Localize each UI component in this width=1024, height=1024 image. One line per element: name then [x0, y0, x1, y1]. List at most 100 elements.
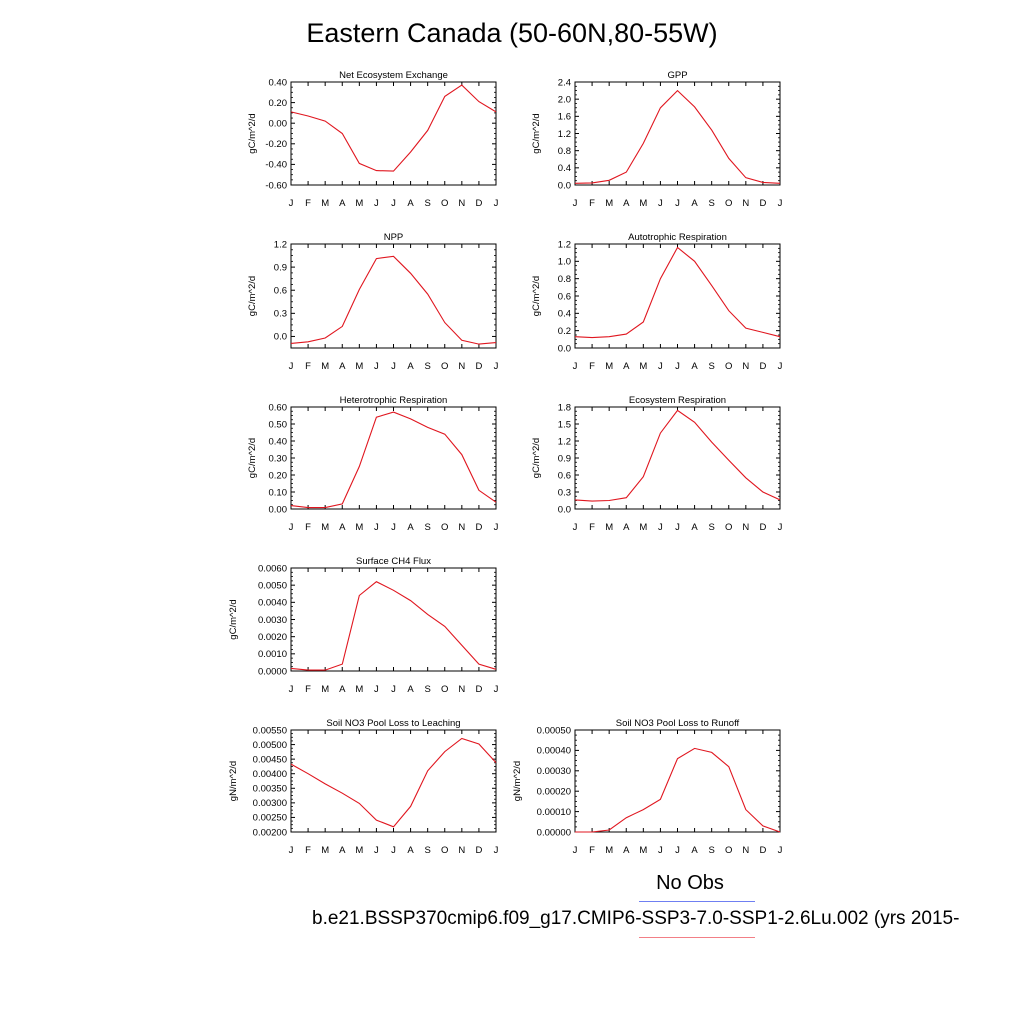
- y-tick-label: 0.20: [269, 98, 288, 109]
- panel-title: Soil NO3 Pool Loss to Runoff: [616, 718, 740, 729]
- y-tick-label: 0.10: [269, 487, 288, 498]
- chart-panel-0: Net Ecosystem Exchange gC/m^2/d 0.40 0.20 0.…: [247, 70, 499, 209]
- y-tick-label: 0.6: [274, 286, 287, 297]
- x-tick-label: D: [759, 198, 766, 209]
- y-tick-label: 0.00200: [253, 827, 287, 838]
- y-tick-label: 0.8: [558, 146, 571, 157]
- x-tick-label: J: [675, 361, 680, 372]
- y-tick-label: 2.0: [558, 94, 571, 105]
- y-tick-label: 0.2: [558, 326, 571, 337]
- x-tick-label: A: [339, 684, 346, 695]
- y-tick-label: 0.00550: [253, 725, 287, 736]
- x-tick-label: A: [339, 361, 346, 372]
- series-line: [290, 84, 497, 172]
- chart-panel-5: Ecosystem Respiration gC/m^2/d 1.8 1.5 1.2 0.…: [531, 395, 783, 533]
- series-line: [574, 89, 781, 184]
- x-tick-label: J: [778, 845, 783, 856]
- x-tick-label: J: [658, 845, 663, 856]
- y-tick-label: 0.60: [269, 402, 288, 413]
- x-tick-label: A: [339, 522, 346, 533]
- series-line: [575, 747, 781, 833]
- x-tick-label: D: [475, 361, 482, 372]
- x-tick-label: J: [289, 522, 294, 533]
- x-tick-label: J: [494, 198, 499, 209]
- y-tick-label: 0.00050: [537, 725, 571, 736]
- x-tick-label: O: [725, 198, 732, 209]
- x-tick-label: J: [778, 198, 783, 209]
- x-tick-label: D: [759, 361, 766, 372]
- x-tick-label: N: [458, 684, 465, 695]
- x-tick-label: N: [458, 522, 465, 533]
- x-tick-label: M: [355, 522, 363, 533]
- y-tick-label: 0.9: [274, 262, 287, 273]
- x-tick-label: J: [658, 361, 663, 372]
- plot-frame: [574, 729, 781, 833]
- y-tick-label: 0.0: [558, 504, 571, 515]
- x-tick-label: F: [305, 198, 311, 209]
- legend-model-line: [639, 937, 755, 938]
- x-tick-label: J: [374, 198, 379, 209]
- plot-frame: [574, 243, 781, 349]
- plot-frame: [290, 406, 497, 510]
- y-tick-label: 0.20: [269, 470, 288, 481]
- x-tick-label: D: [759, 845, 766, 856]
- x-tick-label: N: [458, 361, 465, 372]
- x-tick-label: M: [321, 522, 329, 533]
- x-tick-label: J: [778, 361, 783, 372]
- x-tick-label: A: [407, 361, 414, 372]
- y-tick-label: 0.00000: [537, 827, 571, 838]
- y-tick-label: 0.00010: [537, 807, 571, 818]
- y-tick-label: 0.00020: [537, 787, 571, 798]
- x-tick-label: M: [321, 845, 329, 856]
- x-tick-label: J: [658, 198, 663, 209]
- y-axis-label: gC/m^2/d: [531, 113, 542, 153]
- chart-panel-3: Autotrophic Respiration gC/m^2/d 1.2 1.0 0.8…: [531, 232, 783, 372]
- y-tick-label: 0.50: [269, 419, 288, 430]
- x-tick-label: J: [494, 684, 499, 695]
- plot-frame: [290, 567, 497, 672]
- x-tick-label: J: [391, 684, 396, 695]
- x-tick-label: F: [589, 198, 595, 209]
- x-tick-label: S: [708, 522, 714, 533]
- y-tick-label: 0.8: [558, 274, 571, 285]
- x-tick-label: M: [605, 845, 613, 856]
- x-tick-label: D: [475, 845, 482, 856]
- y-tick-label: 0.0010: [258, 649, 287, 660]
- x-tick-label: J: [778, 522, 783, 533]
- x-tick-label: A: [407, 684, 414, 695]
- y-tick-label: 1.6: [558, 112, 571, 123]
- x-tick-label: F: [589, 361, 595, 372]
- y-tick-label: 0.00400: [253, 769, 287, 780]
- x-tick-label: M: [355, 845, 363, 856]
- x-tick-label: J: [289, 845, 294, 856]
- x-tick-label: J: [374, 845, 379, 856]
- x-tick-label: A: [691, 198, 698, 209]
- x-tick-label: M: [639, 845, 647, 856]
- x-tick-label: O: [441, 361, 448, 372]
- x-tick-label: F: [305, 361, 311, 372]
- y-tick-label: 0.00250: [253, 813, 287, 824]
- x-tick-label: F: [305, 522, 311, 533]
- x-tick-label: S: [424, 522, 430, 533]
- series-line: [574, 246, 781, 339]
- y-tick-label: 0.4: [558, 163, 571, 174]
- x-tick-label: J: [675, 522, 680, 533]
- x-tick-label: M: [639, 198, 647, 209]
- panel-title: Ecosystem Respiration: [629, 395, 726, 406]
- panel-title: Heterotrophic Respiration: [340, 395, 448, 406]
- y-tick-label: -0.40: [265, 160, 287, 171]
- y-tick-label: 0.0: [274, 332, 287, 343]
- x-tick-label: J: [374, 684, 379, 695]
- y-tick-label: 1.8: [558, 402, 571, 413]
- y-axis-label: gC/m^2/d: [531, 276, 542, 316]
- x-tick-label: J: [494, 522, 499, 533]
- x-tick-label: A: [623, 845, 630, 856]
- x-tick-label: J: [391, 522, 396, 533]
- y-tick-label: 0.3: [274, 309, 287, 320]
- x-tick-label: M: [605, 361, 613, 372]
- y-tick-label: 0.00040: [537, 746, 571, 757]
- y-tick-label: 0.00500: [253, 740, 287, 751]
- x-tick-label: A: [691, 522, 698, 533]
- y-tick-label: 0.0: [558, 343, 571, 354]
